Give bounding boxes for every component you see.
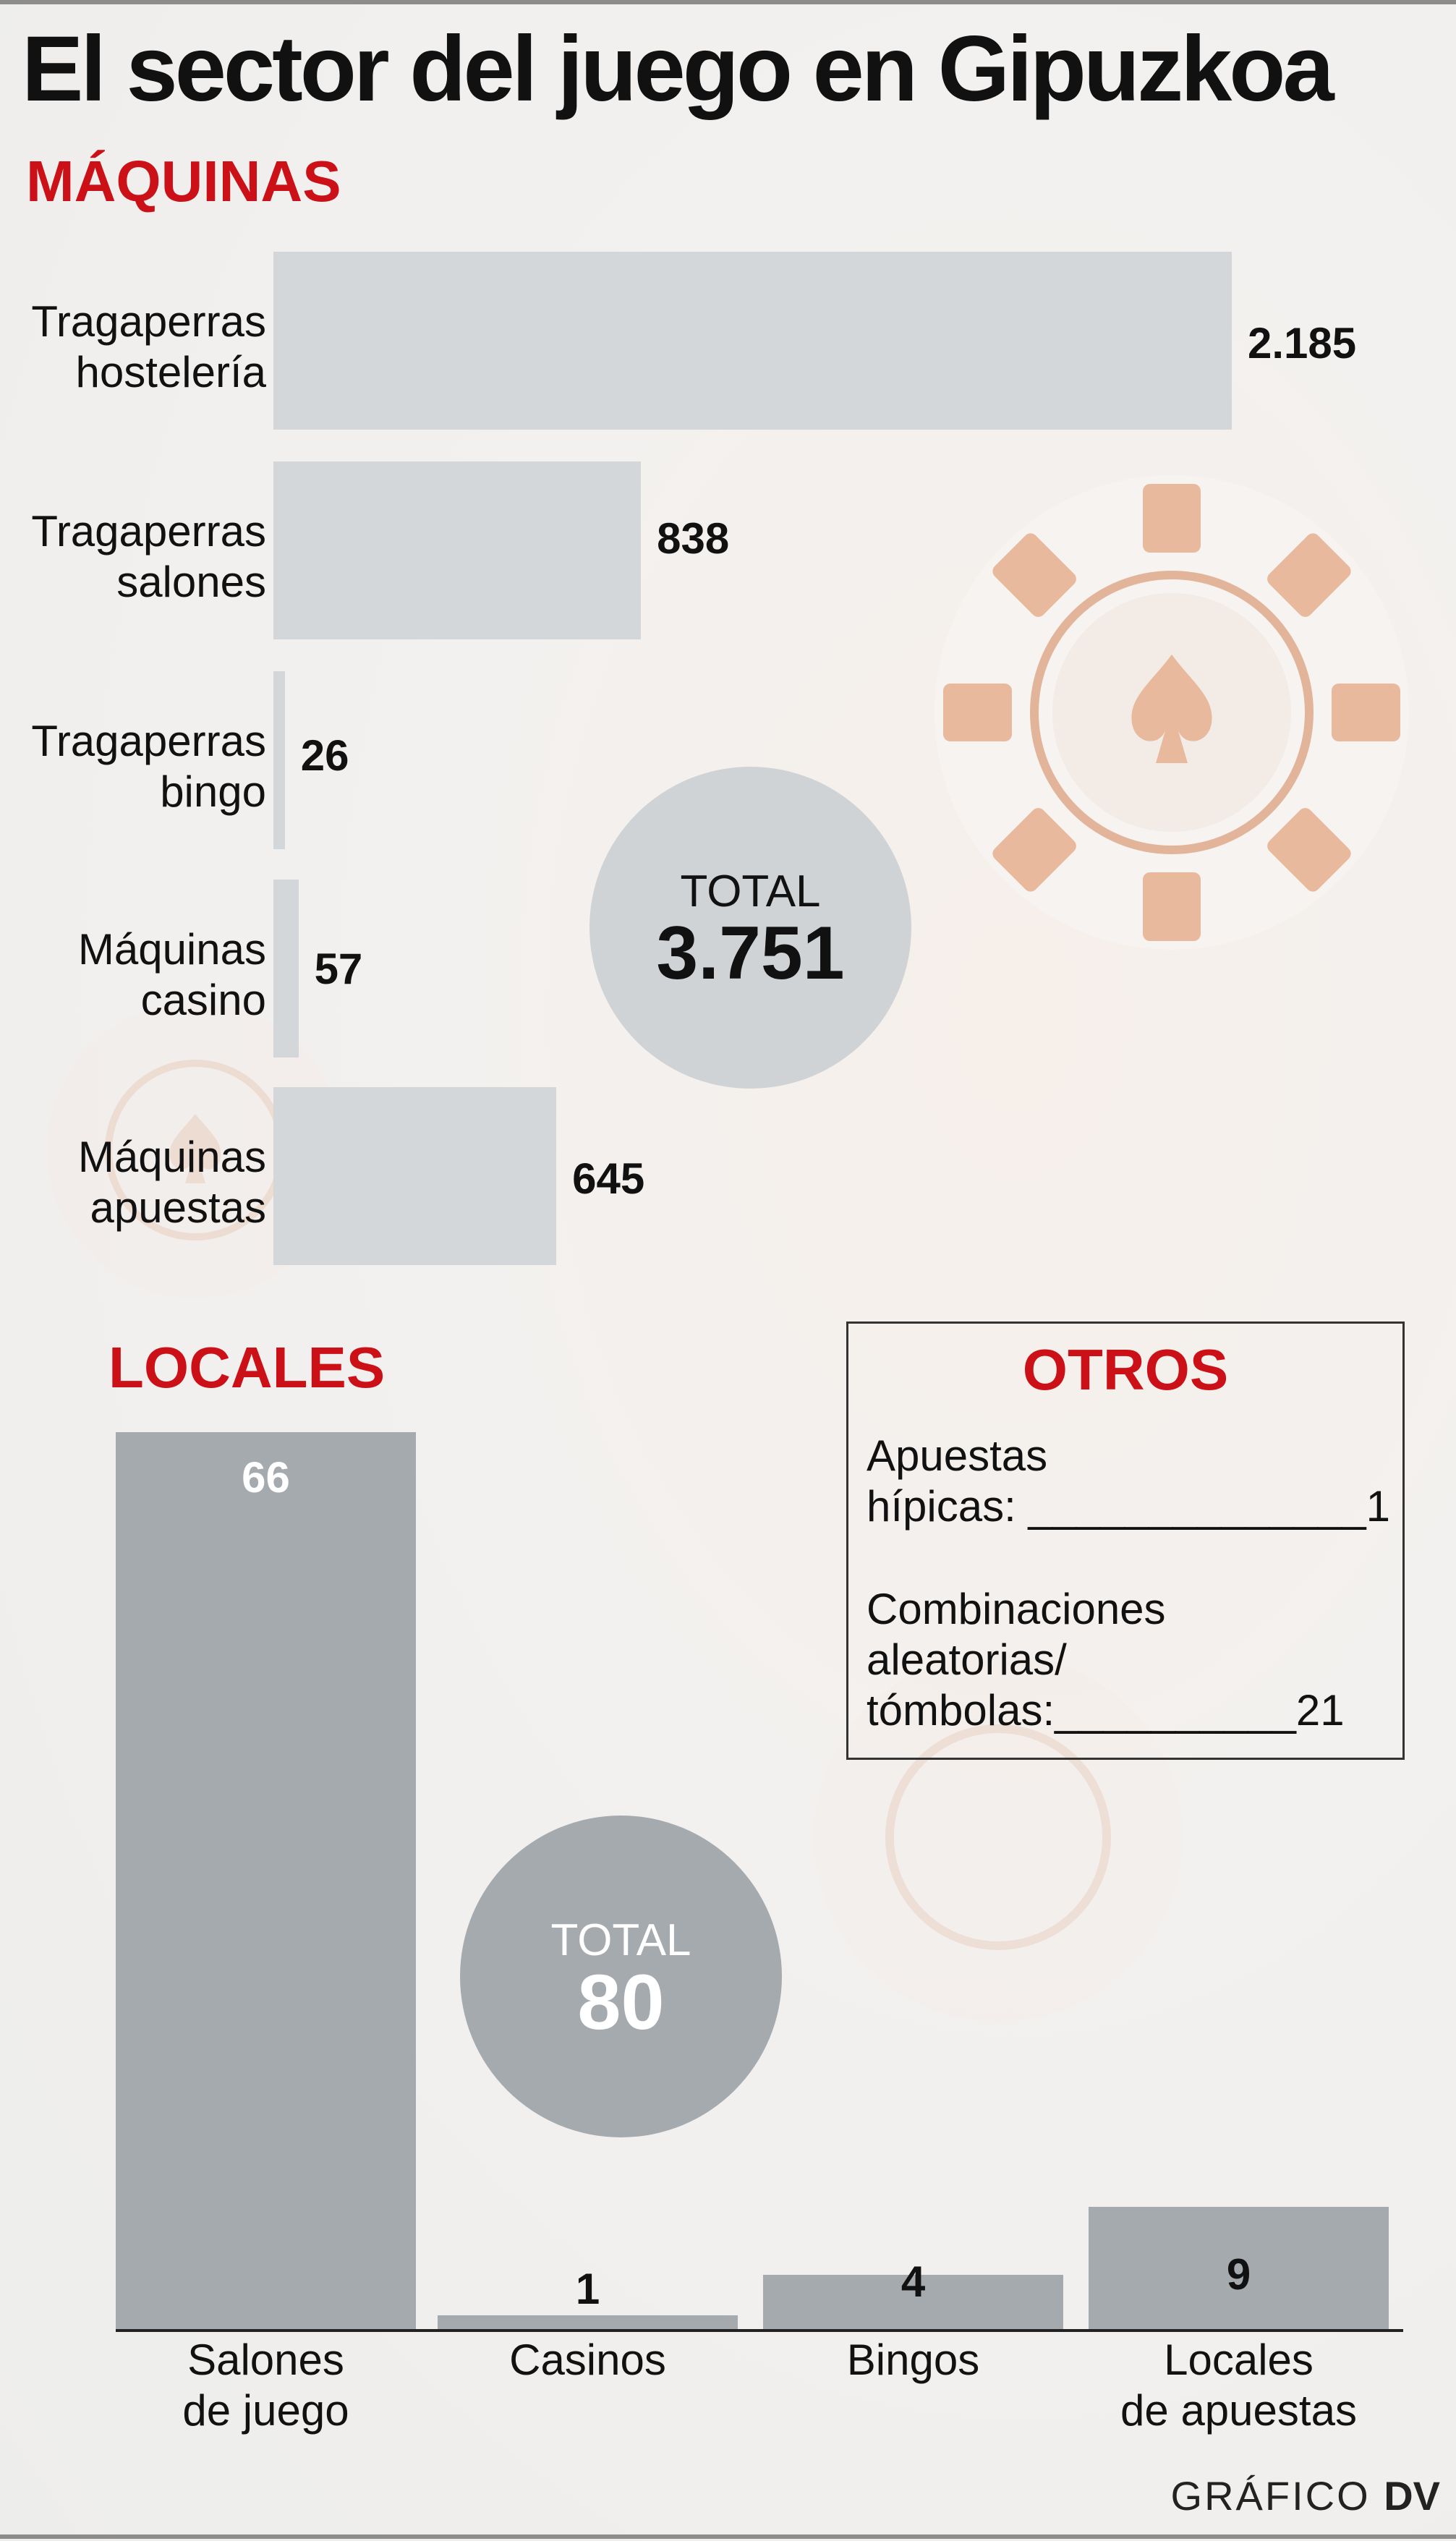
hbar-label-4: Máquinas apuestas	[77, 1133, 266, 1232]
hbar-label-0: Tragaperras hostelería	[31, 297, 266, 396]
vbar-3	[1089, 2206, 1389, 2329]
poker-chip-icon	[935, 475, 1409, 950]
hbar-value-2: 26	[300, 731, 349, 780]
vbar-value-1: 1	[575, 2265, 600, 2313]
vbar-category-1: Casinos	[509, 2336, 666, 2384]
poker-chip-icon-blurred	[814, 1653, 1183, 2022]
locales-total-label: TOTAL	[550, 1915, 691, 1965]
maquinas-heading: MÁQUINAS	[26, 149, 341, 213]
poker-chip-icon-blurred	[47, 1002, 344, 1298]
page-title: El sector del juego en Gipuzkoa	[22, 17, 1334, 121]
otros-item-apuestas-hipicas: Apuestas hípicas: ______________1	[867, 1431, 1390, 1531]
vbar-0	[116, 1432, 416, 2329]
vbar-category-3: Locales de apuestas	[1120, 2336, 1357, 2435]
locales-total-circle: TOTAL 80	[460, 1816, 782, 2137]
vbar-category-0: Salones de juego	[182, 2336, 349, 2435]
hbar-0	[273, 252, 1232, 430]
locales-heading: LOCALES	[108, 1335, 386, 1400]
bottom-rule	[0, 2534, 1456, 2539]
hbar-label-2: Tragaperras bingo	[31, 717, 266, 816]
hbar-1	[273, 461, 642, 639]
footer-brand: DV	[1384, 2473, 1440, 2519]
footer-label: GRÁFICO	[1170, 2473, 1371, 2519]
hbar-value-0: 2.185	[1248, 319, 1357, 367]
hbar-2	[273, 671, 285, 849]
otros-heading: OTROS	[1022, 1337, 1229, 1402]
hbar-value-1: 838	[657, 514, 730, 563]
hbar-value-4: 645	[572, 1154, 645, 1203]
otros-item-combinaciones: Combinaciones aleatorias/ tómbolas:_____…	[867, 1585, 1345, 1735]
footer-credit: GRÁFICO DV	[1171, 2472, 1440, 2519]
hbar-4	[273, 1087, 557, 1265]
maquinas-total-circle: TOTAL 3.751	[589, 767, 911, 1089]
x-axis-baseline	[116, 2329, 1403, 2332]
vbar-value-2: 4	[901, 2257, 926, 2306]
hbar-label-3: Máquinas casino	[77, 925, 266, 1024]
otros-box: OTROS Apuestas hípicas: ______________1 …	[846, 1321, 1405, 1760]
maquinas-total-value: 3.751	[656, 911, 845, 995]
maquinas-total-label: TOTAL	[680, 866, 821, 916]
vbar-category-2: Bingos	[846, 2336, 980, 2384]
hbar-value-3: 57	[314, 945, 363, 993]
top-rule	[0, 0, 1456, 4]
vbar-2	[763, 2274, 1063, 2329]
vbar-1	[438, 2315, 738, 2329]
vbar-value-0: 66	[242, 1453, 290, 1502]
hbar-3	[273, 880, 299, 1057]
hbar-label-1: Tragaperras salones	[31, 507, 266, 606]
vbar-value-3: 9	[1226, 2250, 1251, 2299]
locales-total-value: 80	[577, 1957, 665, 2046]
